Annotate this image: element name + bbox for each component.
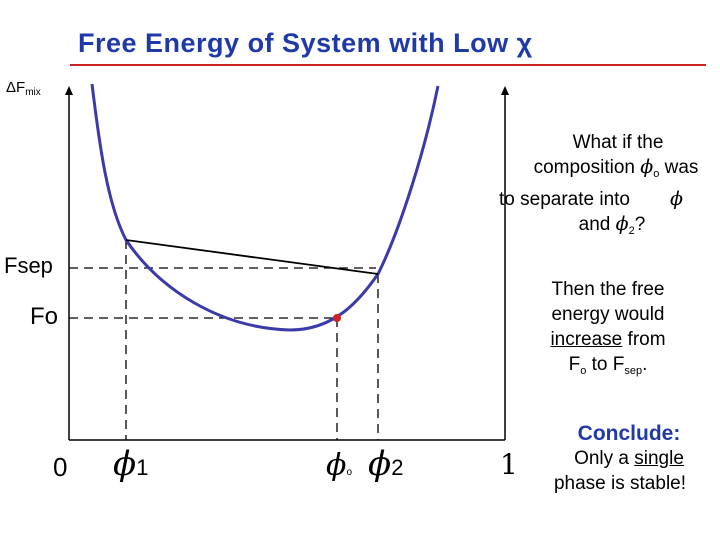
question-phi-o-sub: o (653, 168, 660, 180)
explanation-line-3: increase from (520, 327, 696, 352)
fo-label: Fo (30, 303, 58, 331)
phi2-sub: 2 (391, 455, 404, 480)
explanation-fsep-sub: sep (624, 365, 643, 377)
phi1-label: ϕ1 (113, 444, 148, 484)
question-phi-2-sub: 2 (628, 225, 635, 237)
question-line-4: and ϕ2? (490, 212, 720, 244)
fo-label-main: F (30, 303, 45, 330)
explanation-period: . (642, 354, 648, 375)
question-line-4-text: and (578, 214, 616, 235)
question-phi-o: ϕ (640, 156, 654, 178)
composition-point (333, 314, 341, 322)
phio-sub: o (346, 467, 353, 478)
y-axis-label-main: ΔF (6, 79, 26, 96)
y-axis-label-sub: mix (25, 87, 41, 98)
right-boundary-arrow (501, 86, 509, 95)
conclusion-only-a: Only a (574, 448, 635, 469)
question-line-1: What if the (572, 132, 664, 153)
phio-label: ϕo (326, 448, 352, 483)
free-energy-curve (90, 83, 440, 332)
explanation-increase: increase (550, 329, 623, 350)
question-phi-1: ϕ (669, 188, 683, 210)
phi1-symbol: ϕ (113, 444, 137, 484)
explanation-line-2: energy would (551, 304, 665, 325)
explanation-line-3-end: from (622, 329, 666, 350)
explanation-to-f: to F (586, 354, 625, 375)
question-line-2-end: was (659, 157, 699, 178)
explanation-line-1: Then the free (551, 279, 665, 300)
x-zero-label: 0 (53, 452, 68, 482)
y-axis-label: ΔFmix (6, 79, 41, 98)
y-axis-arrow (65, 86, 73, 95)
explanation-fo-sub: o (580, 365, 587, 377)
question-line-2-text: composition (533, 157, 641, 178)
conclusion-line-2: Only a single (528, 446, 712, 471)
question-line-3: to separate into ϕ (490, 187, 720, 212)
tie-line (125, 239, 379, 275)
conclusion-callout: Conclude: Only a single phase is stable! (528, 421, 712, 496)
fo-label-sub: o (44, 303, 59, 330)
phi2-label: ϕ2 (368, 444, 403, 484)
fsep-label: Fsep (4, 253, 53, 278)
conclusion-heading: Conclude: (577, 422, 681, 445)
explanation-callout: Then the free energy would increase from… (520, 277, 696, 384)
question-line-2: composition ϕo was (490, 155, 720, 187)
question-line-3-text: to separate into (499, 189, 630, 210)
x-one-label: 1 (500, 448, 518, 481)
question-callout: What if the composition ϕo was to separa… (490, 130, 720, 244)
phi2-symbol: ϕ (368, 444, 392, 484)
conclusion-single: single (634, 448, 684, 469)
conclusion-line-3: phase is stable! (553, 473, 687, 494)
phi1-sub: 1 (136, 455, 149, 480)
explanation-fo: F (568, 354, 581, 375)
explanation-line-4: Fo to Fsep. (520, 352, 696, 384)
question-line-4-end: ? (634, 214, 646, 235)
question-phi-2: ϕ (615, 213, 629, 235)
title-underline (70, 64, 706, 66)
phio-symbol: ϕ (326, 448, 347, 483)
slide-title: Free Energy of System with Low χ (78, 28, 533, 58)
